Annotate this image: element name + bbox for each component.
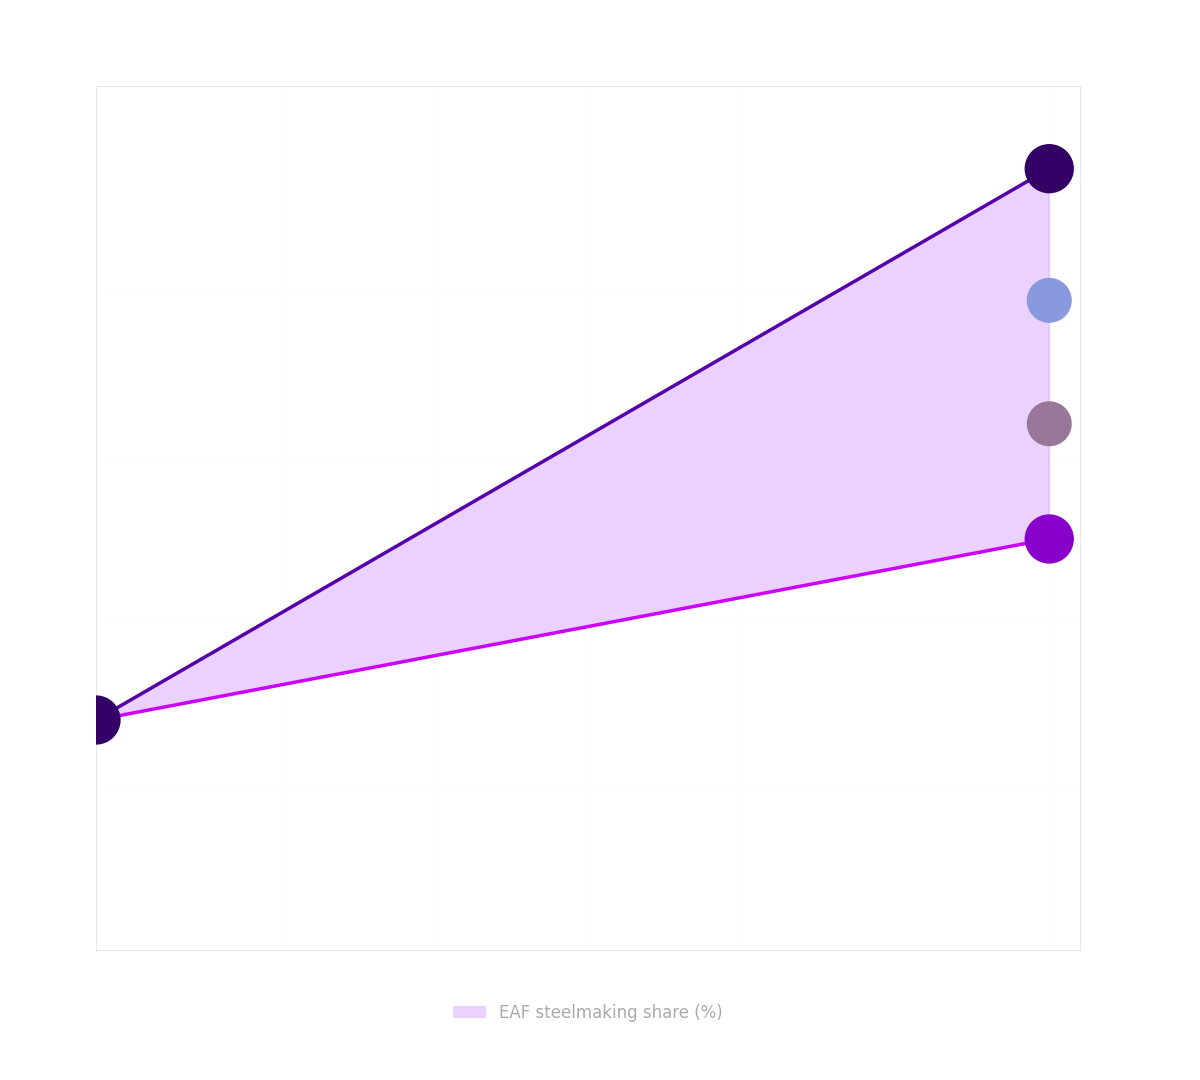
Text: Projected Growth of EAF Steelmaking 2019 – 2050: Projected Growth of EAF Steelmaking 2019… — [168, 21, 1032, 50]
Point — [86, 712, 106, 729]
Point — [1039, 530, 1058, 548]
Point — [1039, 292, 1058, 309]
Legend: EAF steelmaking share (%): EAF steelmaking share (%) — [446, 997, 730, 1028]
Point — [1039, 415, 1058, 432]
Point — [1039, 160, 1058, 177]
Polygon shape — [96, 168, 1049, 720]
